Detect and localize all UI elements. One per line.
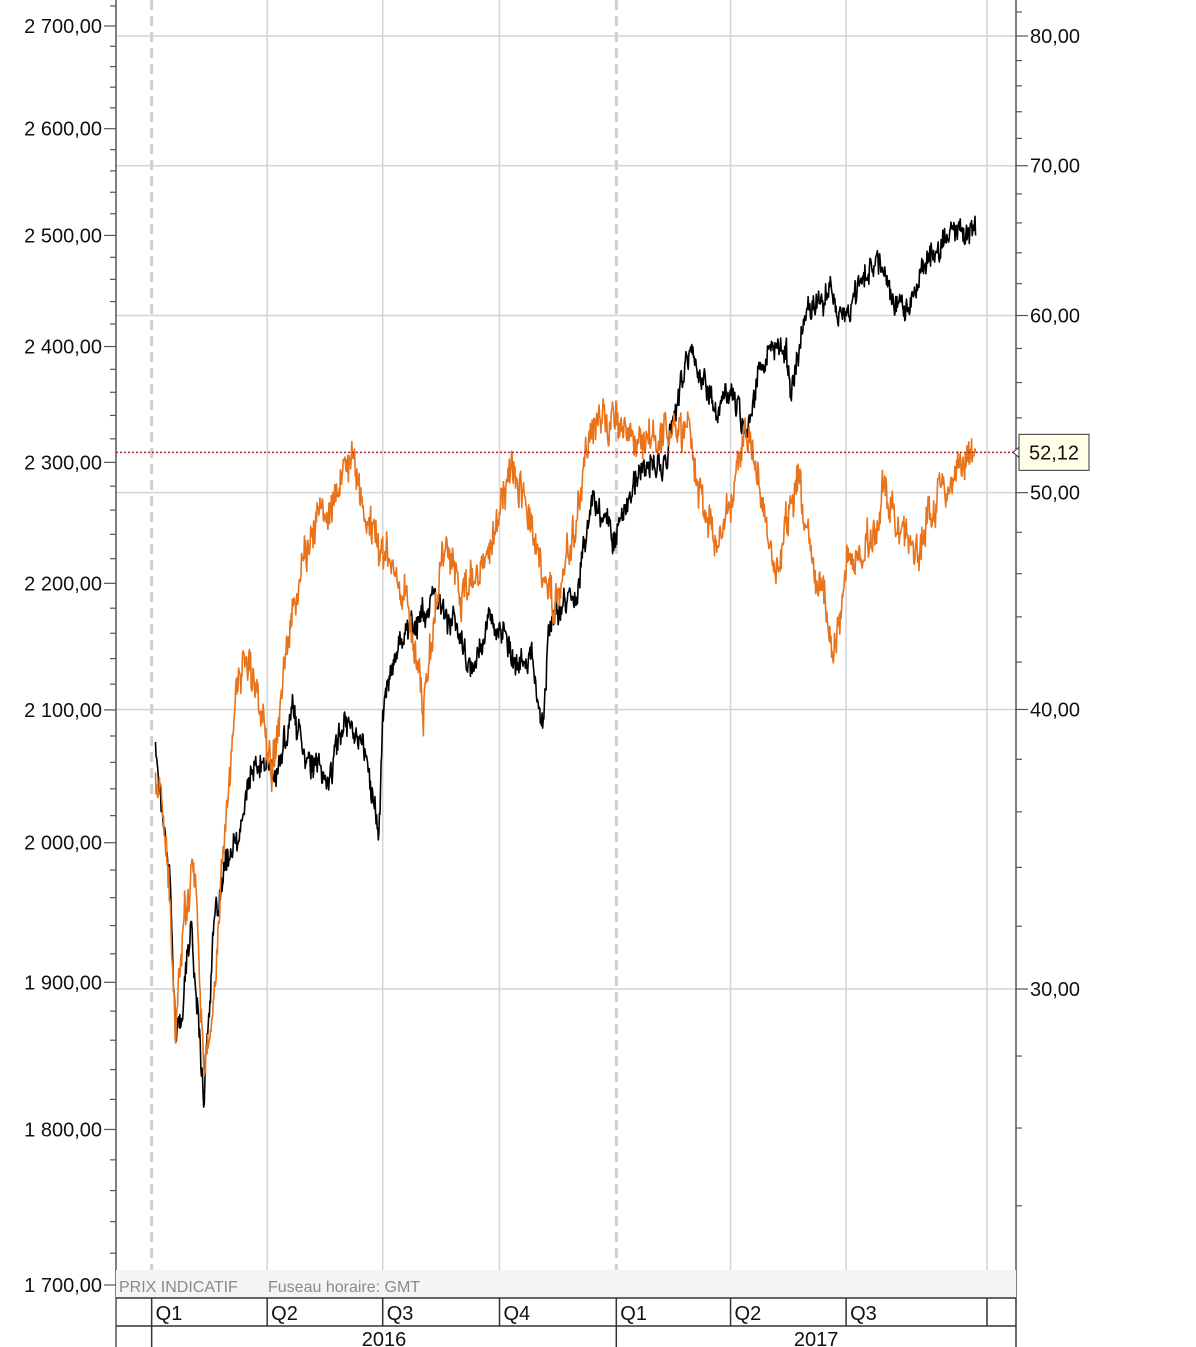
right-tick-label: 40,00 xyxy=(1030,699,1080,721)
left-tick-label: 2 000,00 xyxy=(24,833,102,855)
quarter-label: Q1 xyxy=(620,1303,647,1325)
left-tick-label: 2 500,00 xyxy=(24,225,102,247)
quarter-label: Q2 xyxy=(735,1303,762,1325)
year-label: 2017 xyxy=(794,1329,839,1347)
current-value-label: 52,12 xyxy=(1029,442,1079,464)
series-line-left xyxy=(154,215,977,1108)
right-tick-label: 70,00 xyxy=(1030,156,1080,178)
left-tick-label: 1 900,00 xyxy=(24,972,102,994)
left-tick-label: 2 200,00 xyxy=(24,573,102,595)
right-tick-label: 30,00 xyxy=(1030,979,1080,1001)
price-note: PRIX INDICATIF xyxy=(119,1279,238,1296)
left-tick-label: 1 700,00 xyxy=(24,1275,102,1297)
series-line-right xyxy=(154,397,977,1077)
year-label: 2016 xyxy=(362,1329,407,1347)
right-tick-label: 80,00 xyxy=(1030,26,1080,48)
footer-band xyxy=(116,1270,1016,1298)
quarter-label: Q1 xyxy=(156,1303,183,1325)
quarter-label: Q3 xyxy=(850,1303,877,1325)
left-tick-label: 2 100,00 xyxy=(24,700,102,722)
current-value-callout: 52,12 xyxy=(116,433,1090,471)
callout-box xyxy=(1018,433,1090,471)
left-tick-label: 2 300,00 xyxy=(24,452,102,474)
quarter-label: Q4 xyxy=(504,1303,531,1325)
grid xyxy=(116,0,1016,1270)
series-layer xyxy=(154,215,977,1108)
right-tick-label: 50,00 xyxy=(1030,483,1080,505)
right-tick-label: 60,00 xyxy=(1030,306,1080,328)
axes: 1 700,00 1 800,00 1 900,00 2 000,00 2 100,00… xyxy=(24,0,1080,1347)
timezone-note: Fuseau horaire: GMT xyxy=(268,1279,420,1296)
quarter-label: Q2 xyxy=(271,1303,298,1325)
left-tick-label: 2 700,00 xyxy=(24,16,102,38)
left-tick-label: 1 800,00 xyxy=(24,1119,102,1141)
left-tick-label: 2 400,00 xyxy=(24,337,102,359)
quarter-label: Q3 xyxy=(387,1303,414,1325)
time-axis: Q1 Q2 Q3 Q4 Q1 Q2 Q3 2016 2017 xyxy=(116,1297,1017,1347)
left-tick-label: 2 600,00 xyxy=(24,119,102,141)
